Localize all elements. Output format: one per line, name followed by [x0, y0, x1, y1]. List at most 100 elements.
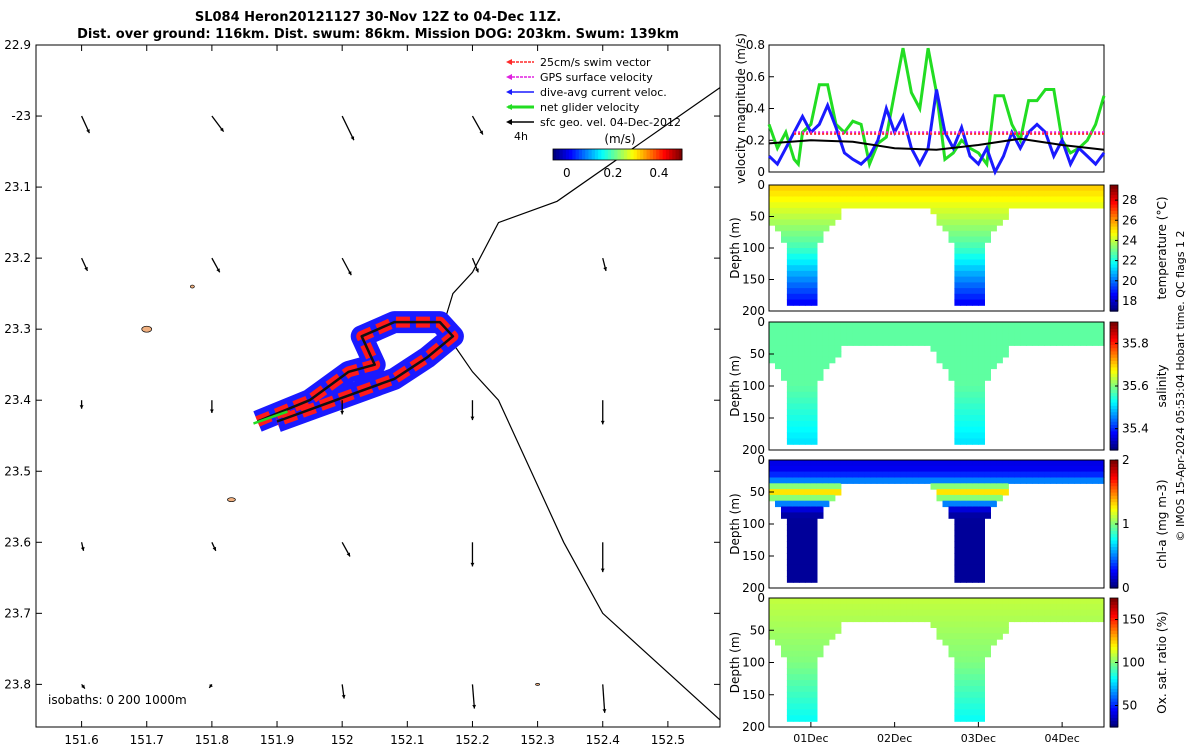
section-cell: [954, 185, 961, 192]
section-cell: [792, 680, 800, 687]
section-colorbar-cell: [1110, 366, 1118, 371]
section-cell: [792, 380, 800, 387]
section-cell: [996, 190, 1003, 197]
section-cell: [942, 196, 950, 203]
section-cell: [781, 333, 788, 340]
section-cell: [792, 391, 800, 399]
section-cell: [972, 242, 979, 249]
section-cell: [798, 674, 806, 681]
section-cell: [972, 225, 979, 232]
section-cell: [810, 709, 818, 716]
section-cell: [972, 322, 979, 329]
section-cell: [822, 621, 830, 628]
section-cell: [948, 639, 956, 646]
section-cell: [786, 465, 794, 473]
section-cell: [769, 477, 776, 484]
section-cell: [798, 465, 806, 473]
section-colorbar-cell: [1110, 322, 1118, 326]
section-cell: [816, 615, 824, 623]
section-colorbar-cell: [1110, 472, 1118, 477]
section-cell: [852, 190, 860, 197]
section-cell: [786, 477, 794, 484]
section-cell: [876, 609, 884, 617]
section-cell: [888, 460, 896, 467]
section-cell: [864, 327, 872, 335]
section-cell: [786, 603, 794, 611]
section-colorbar-cell: [1110, 698, 1118, 702]
section-cell: [954, 386, 961, 393]
section-cell: [810, 420, 818, 428]
section-cell: [1068, 190, 1075, 197]
section-cell: [978, 225, 985, 232]
section-cell: [1014, 477, 1021, 484]
section-cell: [960, 415, 967, 422]
section-cell: [966, 460, 973, 467]
section-cell: [996, 339, 1003, 346]
section-cell: [775, 627, 782, 634]
section-cell: [978, 494, 985, 502]
section-cell: [960, 709, 967, 716]
section-cell: [990, 345, 997, 352]
section-cell: [894, 333, 902, 340]
section-cell: [918, 609, 926, 617]
section-cell: [948, 213, 956, 220]
section-cell: [1020, 327, 1027, 335]
section-colorbar-cell: [1110, 514, 1118, 519]
section-cell: [828, 356, 836, 364]
section-cell: [816, 483, 824, 490]
section-cell: [804, 265, 812, 272]
section-cell: [798, 633, 806, 640]
section-cell: [972, 438, 979, 445]
section-cell: [810, 190, 818, 197]
section-colorbar-cell: [1110, 498, 1118, 503]
isobaths-label: isobaths: 0 200 1000m: [48, 693, 187, 707]
section-cell: [918, 322, 926, 329]
section-cell: [1074, 185, 1081, 192]
section-cell: [1080, 460, 1087, 467]
section-cell: [954, 558, 961, 566]
map-y-tick-label: 23.1: [4, 180, 31, 194]
section-colorbar-cell: [1110, 469, 1118, 474]
section-cell: [810, 426, 818, 434]
section-cell: [810, 668, 818, 675]
section-cell: [1020, 322, 1027, 329]
section-cell: [1008, 598, 1015, 605]
section-cell: [960, 564, 967, 572]
section-cell: [972, 362, 979, 370]
section-cell: [786, 386, 794, 393]
section-cell: [781, 644, 788, 652]
section-cell: [912, 202, 920, 209]
section-cell: [960, 219, 967, 226]
section-cell: [960, 656, 967, 664]
section-cell: [966, 500, 973, 508]
section-cell: [804, 680, 812, 687]
section-cell: [942, 615, 950, 623]
section-cell: [792, 202, 800, 209]
section-cell: [798, 356, 806, 364]
section-cell: [840, 477, 848, 484]
section-cell: [972, 553, 979, 560]
section-cell: [786, 380, 794, 387]
section-cell: [972, 558, 979, 566]
section-cell: [960, 438, 967, 445]
map-x-tick-label: 152.3: [520, 733, 554, 747]
section-cell: [960, 426, 967, 434]
section-cell: [834, 322, 842, 329]
section-cell: [942, 351, 950, 358]
section-cell: [810, 339, 818, 346]
section-cell: [966, 703, 973, 710]
section-cell: [954, 270, 961, 278]
section-cell: [816, 196, 824, 203]
section-cell: [864, 322, 872, 329]
section-cell: [954, 686, 961, 693]
section-cell: [942, 333, 950, 340]
map-panel: 151.6 151.7 151.8 151.9 152 152.1 152.2 152.3 15…: [4, 38, 721, 747]
section-colorbar-cell: [1110, 276, 1118, 281]
section-cell: [1014, 465, 1021, 473]
section-colorbar-cell: [1110, 354, 1118, 358]
section-cell: [954, 598, 961, 605]
section-cell: [786, 190, 794, 197]
section-cell: [1008, 615, 1015, 623]
section-colorbar-tick-label: 150: [1122, 613, 1145, 627]
section-cell: [1020, 598, 1027, 605]
